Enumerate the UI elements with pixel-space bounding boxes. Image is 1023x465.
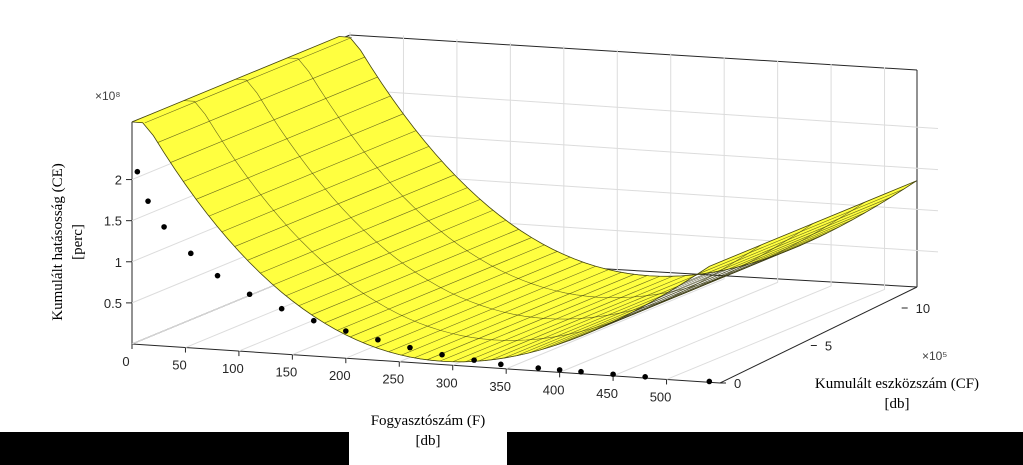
surface-mesh-line <box>144 37 353 124</box>
z-tick-label: 1.5 <box>104 214 122 229</box>
data-point <box>375 336 381 343</box>
x-axis-label-box: Fogyasztószám (F) [db] <box>349 407 507 465</box>
y-tick-label: 5 <box>825 339 832 354</box>
x-tick-label: 500 <box>650 389 672 404</box>
data-point <box>310 317 317 324</box>
x-tick-label: 0 <box>122 354 129 369</box>
data-point <box>145 198 151 204</box>
data-point <box>642 374 648 380</box>
z-exponent-label: ×10⁸ <box>95 89 120 103</box>
data-point <box>535 365 542 371</box>
data-point <box>134 168 141 175</box>
x-grid-line <box>666 67 886 380</box>
data-point <box>161 224 167 230</box>
x-tick-label: 300 <box>436 375 458 390</box>
fitted-surface <box>131 36 917 363</box>
observed-points <box>134 168 713 385</box>
y-tick-label: 10 <box>916 301 930 316</box>
x-tick-label: 450 <box>596 386 618 401</box>
z-tick-label: 2 <box>115 173 122 188</box>
bottom-black-band <box>0 432 1023 465</box>
data-point <box>556 367 563 373</box>
data-point <box>439 351 445 358</box>
y-axis-label: Kumulált eszközszám (CF) <box>815 376 979 392</box>
axis-ticks: 0 50 100 150 200 250 300 350 400 450 500 0 5 10 0.5 1 1.… <box>104 173 930 405</box>
x-grid-line <box>505 56 725 370</box>
data-point <box>706 378 713 385</box>
x-tick-label: 100 <box>222 361 244 376</box>
data-point <box>343 328 349 334</box>
data-point <box>188 250 194 257</box>
x-axis-unit: [db] <box>415 433 441 449</box>
x-tick-label: 400 <box>543 382 565 397</box>
data-point <box>471 357 477 363</box>
y-tick-label: 0 <box>734 376 741 391</box>
x-tick-label: 200 <box>329 368 351 383</box>
data-point <box>246 291 253 298</box>
z-axis-unit: [perc] <box>70 224 86 260</box>
z-tick-label: 0.5 <box>104 296 122 311</box>
y-exponent-label: ×10⁵ <box>922 349 947 363</box>
data-point <box>214 272 221 279</box>
x-grid-line <box>559 60 779 373</box>
data-point <box>610 371 616 378</box>
x-axis-label: Fogyasztószám (F) <box>370 413 486 429</box>
data-point <box>278 305 285 312</box>
data-point <box>407 344 413 351</box>
surface-contour-line <box>339 36 917 277</box>
surface-mesh-line <box>709 180 917 267</box>
x-tick-label: 350 <box>489 379 511 394</box>
data-point <box>578 368 584 375</box>
x-tick-label: 50 <box>172 358 186 373</box>
z-axis-label: Kumulált hatásosság (CE) <box>50 163 66 320</box>
x-grid-line <box>612 63 832 377</box>
data-point <box>498 361 504 368</box>
x-tick-label: 250 <box>382 372 404 387</box>
x-tick-label: 150 <box>276 365 298 380</box>
y-axis-unit: [db] <box>885 396 910 412</box>
z-tick-label: 1 <box>115 255 122 270</box>
